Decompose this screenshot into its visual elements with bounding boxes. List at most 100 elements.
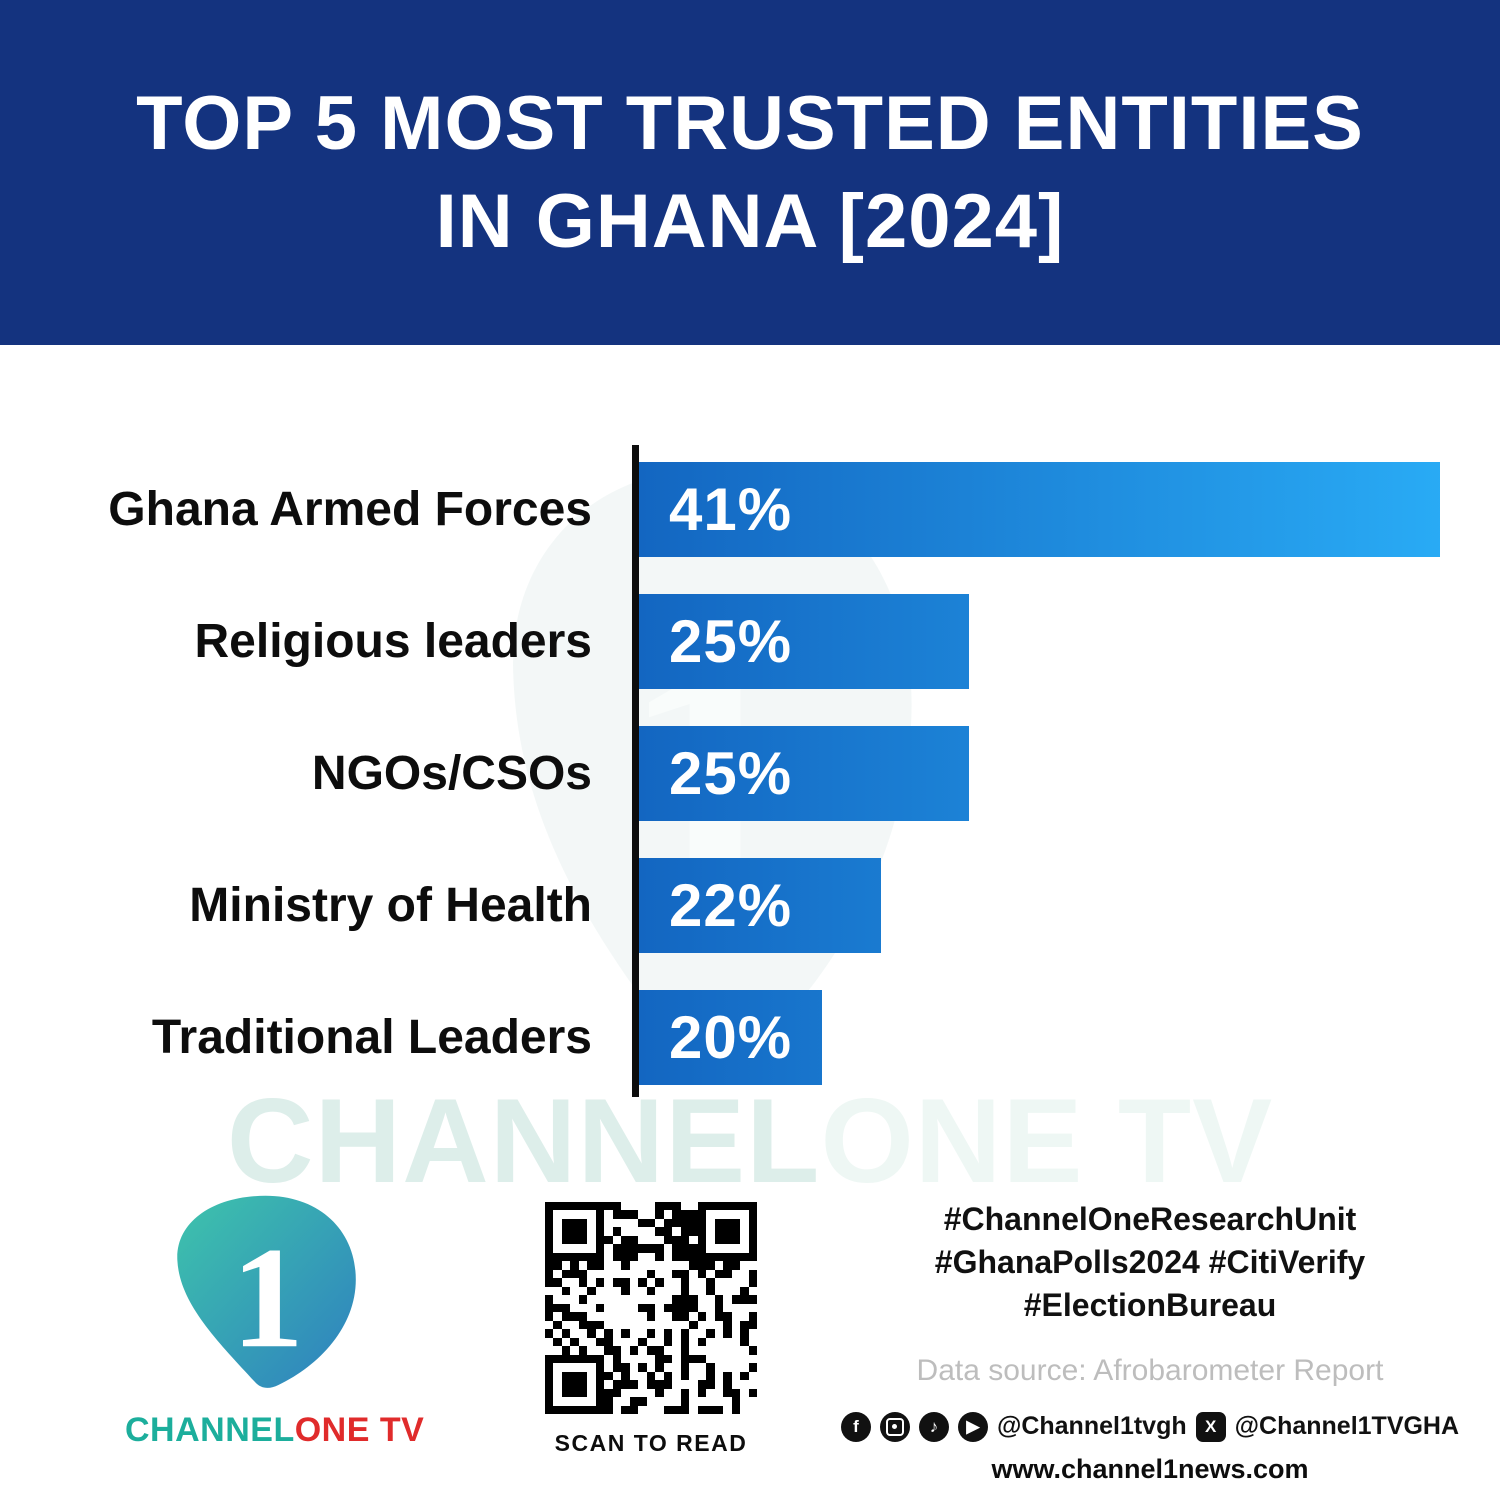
qr-module <box>570 1244 579 1253</box>
qr-module <box>672 1227 681 1236</box>
qr-module <box>646 1202 656 1211</box>
qr-module <box>706 1278 715 1287</box>
qr-module <box>723 1227 732 1236</box>
qr-module <box>646 1295 656 1304</box>
qr-module <box>697 1312 707 1321</box>
qr-module <box>629 1210 639 1219</box>
qr-module <box>578 1252 588 1262</box>
page-title-line1: TOP 5 MOST TRUSTED ENTITIES <box>136 81 1364 167</box>
qr-module <box>680 1227 690 1236</box>
qr-module <box>723 1269 732 1279</box>
qr-module <box>714 1261 724 1270</box>
qr-module <box>740 1397 749 1406</box>
qr-module <box>595 1363 605 1372</box>
qr-module <box>561 1244 571 1253</box>
qr-module <box>612 1303 622 1313</box>
qr-module <box>748 1363 757 1372</box>
qr-module <box>663 1261 673 1270</box>
qr-module <box>672 1261 681 1270</box>
qr-module <box>604 1235 613 1245</box>
qr-module <box>731 1244 741 1253</box>
bar-track: 25% <box>639 726 1440 821</box>
qr-module <box>561 1286 571 1296</box>
qr-module <box>697 1286 707 1296</box>
qr-module <box>553 1227 562 1236</box>
qr-module <box>604 1397 613 1406</box>
qr-module <box>604 1346 613 1355</box>
qr-module <box>587 1320 596 1330</box>
qr-module <box>731 1346 741 1355</box>
qr-module <box>646 1380 656 1389</box>
qr-module <box>621 1269 630 1279</box>
qr-module <box>561 1218 571 1228</box>
qr-module <box>545 1303 554 1313</box>
qr-module <box>578 1210 588 1219</box>
qr-module <box>553 1388 562 1398</box>
qr-module <box>570 1397 579 1406</box>
qr-module <box>629 1346 639 1355</box>
qr-module <box>748 1227 757 1236</box>
qr-module <box>655 1320 664 1330</box>
qr-module <box>629 1261 639 1270</box>
qr-module <box>638 1380 647 1389</box>
qr-module <box>706 1210 715 1219</box>
qr-module <box>578 1303 588 1313</box>
qr-module <box>612 1269 622 1279</box>
data-source-label: Data source: Afrobarometer Report <box>916 1353 1384 1387</box>
qr-module <box>638 1244 647 1253</box>
x-icon: X <box>1195 1411 1226 1442</box>
qr-module <box>740 1202 749 1211</box>
qr-module <box>731 1286 741 1296</box>
qr-module <box>689 1405 698 1414</box>
qr-module <box>680 1252 690 1262</box>
qr-module <box>545 1380 554 1389</box>
qr-module <box>748 1269 757 1279</box>
qr-module <box>545 1202 554 1211</box>
qr-module <box>714 1269 724 1279</box>
qr-module <box>612 1397 622 1406</box>
instagram-icon <box>879 1411 910 1442</box>
qr-module <box>680 1261 690 1270</box>
qr-module <box>638 1210 647 1219</box>
qr-module <box>553 1346 562 1355</box>
qr-module <box>570 1202 579 1211</box>
qr-module <box>561 1371 571 1381</box>
qr-module <box>621 1337 630 1347</box>
qr-module <box>578 1337 588 1347</box>
qr-module <box>612 1337 622 1347</box>
qr-module <box>706 1252 715 1262</box>
qr-module <box>748 1202 757 1211</box>
qr-module <box>706 1397 715 1406</box>
qr-module <box>638 1303 647 1313</box>
logo-numeral: 1 <box>231 1218 304 1378</box>
qr-module <box>706 1388 715 1398</box>
qr-module <box>545 1244 554 1253</box>
qr-module <box>689 1261 698 1270</box>
qr-module <box>714 1371 724 1381</box>
qr-module <box>706 1380 715 1389</box>
qr-module <box>638 1227 647 1236</box>
qr-module <box>638 1261 647 1270</box>
qr-module <box>723 1337 732 1347</box>
qr-module <box>689 1337 698 1347</box>
qr-module <box>740 1312 749 1321</box>
qr-module <box>553 1405 562 1414</box>
qr-module <box>706 1235 715 1245</box>
qr-module <box>587 1286 596 1296</box>
qr-code <box>545 1202 757 1414</box>
qr-module <box>545 1235 554 1245</box>
qr-module <box>621 1202 630 1211</box>
qr-module <box>595 1312 605 1321</box>
qr-module <box>553 1202 562 1211</box>
qr-module <box>663 1286 673 1296</box>
qr-module <box>672 1252 681 1262</box>
qr-module <box>672 1380 681 1389</box>
chart-row: Traditional Leaders 20% <box>0 990 1440 1085</box>
qr-module <box>595 1346 605 1355</box>
qr-module <box>612 1218 622 1228</box>
bar: 25% <box>639 594 969 689</box>
qr-module <box>578 1320 588 1330</box>
qr-module <box>629 1371 639 1381</box>
qr-module <box>680 1295 690 1304</box>
qr-module <box>655 1278 664 1287</box>
